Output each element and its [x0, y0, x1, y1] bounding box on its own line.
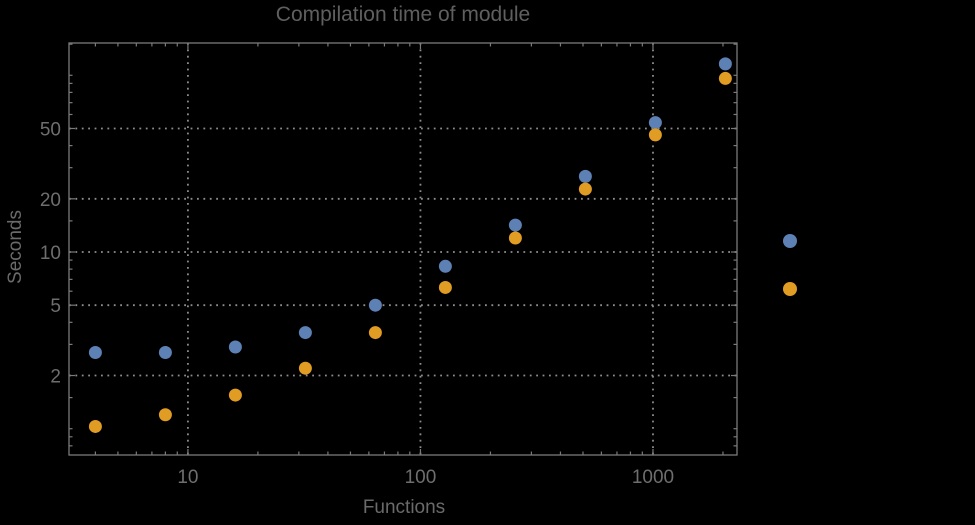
- y-tick-label-5: 5: [50, 296, 61, 317]
- x-tick-label-100: 100: [405, 467, 437, 488]
- legend-marker-series-blue: [783, 234, 797, 248]
- data-point-series-blue-x2048: [718, 57, 732, 71]
- data-point-series-blue-x256: [508, 218, 522, 232]
- data-point-series-orange-x2048: [718, 71, 732, 85]
- chart-title: Compilation time of module: [275, 3, 531, 26]
- data-point-series-orange-x4: [88, 419, 102, 433]
- plot-frame: [68, 42, 738, 456]
- x-axis-label: Functions: [362, 497, 446, 518]
- legend-marker-series-orange: [783, 282, 797, 296]
- data-point-series-orange-x1024: [648, 128, 662, 142]
- data-point-series-orange-x256: [508, 231, 522, 245]
- data-point-series-orange-x32: [298, 361, 312, 375]
- y-tick-label-20: 20: [40, 190, 61, 211]
- y-tick-label-10: 10: [40, 243, 61, 264]
- data-point-series-orange-x128: [438, 280, 452, 294]
- x-tick-label-10: 10: [177, 467, 198, 488]
- data-point-series-orange-x64: [368, 326, 382, 340]
- data-point-series-blue-x4: [88, 345, 102, 359]
- y-tick-label-2: 2: [50, 367, 61, 388]
- y-axis-label: Seconds: [5, 210, 26, 284]
- data-point-series-blue-x32: [298, 326, 312, 340]
- x-tick-label-1000: 1000: [632, 467, 674, 488]
- data-point-series-blue-x8: [158, 345, 172, 359]
- data-point-series-orange-x8: [158, 408, 172, 422]
- data-point-series-orange-x512: [578, 182, 592, 196]
- data-point-series-blue-x64: [368, 298, 382, 312]
- y-tick-label-50: 50: [40, 119, 61, 140]
- data-point-series-blue-x1024: [648, 116, 662, 130]
- data-point-series-orange-x16: [228, 388, 242, 402]
- data-point-series-blue-x128: [438, 259, 452, 273]
- data-point-series-blue-x16: [228, 340, 242, 354]
- data-point-series-blue-x512: [578, 169, 592, 183]
